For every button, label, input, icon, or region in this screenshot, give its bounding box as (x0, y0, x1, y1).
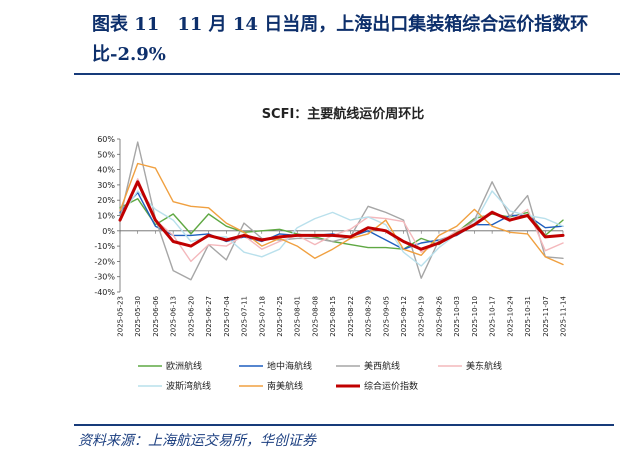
x-tick-label: 2025-07-04 (223, 295, 231, 336)
y-axis: 60% 50% 40% 30% 20% 10% 0% -10% -20% -30% -40% (94, 135, 121, 297)
x-tick-label: 2025-11-14 (560, 295, 568, 336)
legend-label: 综合运价指数 (364, 380, 418, 392)
x-tick-label: 2025-08-15 (329, 296, 337, 337)
chart-title: SCFI：主要航线运价周环比 (262, 106, 425, 122)
x-tick-label: 2025-09-19 (418, 296, 426, 337)
figure-title: 图表 11 11 月 14 日当周，上海出口集装箱综合运价指数环比-2.9% (92, 14, 589, 65)
y-tick-label: 10% (97, 212, 115, 221)
x-tick-label: 2025-08-29 (365, 296, 373, 337)
legend-label: 美西航线 (364, 360, 400, 372)
x-tick-label: 2025-10-24 (506, 295, 514, 336)
y-tick-label: 60% (97, 135, 115, 144)
x-tick-label: 2025-06-27 (205, 296, 213, 337)
y-tick-label: -20% (94, 257, 115, 266)
y-tick-label: -40% (94, 288, 115, 297)
title-rule (74, 73, 614, 75)
y-tick-label: -10% (94, 242, 115, 251)
legend-label: 美东航线 (466, 360, 502, 372)
y-tick-label: 20% (97, 196, 115, 205)
x-tick-label: 2025-09-26 (435, 295, 443, 336)
x-tick-label: 2025-08-01 (294, 296, 302, 337)
y-tick-label: 0% (102, 227, 115, 236)
x-tick-label: 2025-10-10 (471, 296, 479, 337)
source-note: 资料来源：上海航运交易所，华创证券 (78, 433, 316, 449)
x-tick-label: 2025-09-05 (382, 296, 390, 337)
series-line (119, 197, 564, 250)
legend-label: 南美航线 (267, 380, 303, 392)
series-lines (118, 141, 565, 281)
series-line (119, 141, 564, 281)
x-tick-label: 2025-05-30 (134, 296, 142, 337)
series-line (119, 191, 564, 250)
legend-label: 欧洲航线 (166, 360, 202, 372)
x-tick-label: 2025-08-22 (347, 296, 355, 337)
y-tick-label: 40% (97, 166, 115, 175)
y-tick-label: -30% (94, 273, 115, 282)
x-tick-label: 2025-10-31 (524, 296, 532, 337)
x-tick-label: 2025-06-06 (152, 295, 160, 336)
legend-label: 地中海航线 (267, 360, 312, 372)
x-tick-label: 2025-07-18 (258, 296, 266, 337)
x-axis: 2025-05-23 2025-05-30 2025-06-06 2025-06-13… (117, 230, 568, 337)
y-tick-label: 30% (97, 181, 115, 190)
x-tick-label: 2025-06-20 (187, 296, 195, 337)
x-tick-label: 2025-08-08 (311, 296, 319, 337)
series-line (119, 190, 564, 267)
x-tick-label: 2025-07-11 (241, 296, 249, 337)
legend-label: 波斯湾航线 (166, 380, 211, 392)
x-tick-label: 2025-06-13 (170, 296, 178, 337)
x-tick-label: 2025-09-12 (400, 296, 408, 337)
x-tick-label: 2025-11-07 (542, 296, 550, 337)
x-tick-label: 2025-10-03 (453, 296, 461, 337)
x-tick-label: 2025-05-23 (117, 296, 125, 337)
x-tick-label: 2025-07-25 (276, 296, 284, 337)
series-line (119, 162, 564, 266)
y-tick-label: 50% (97, 150, 115, 159)
source-rule (74, 424, 614, 426)
series-line (118, 180, 565, 251)
x-tick-label: 2025-10-17 (489, 296, 497, 337)
adjacent-rule (614, 73, 620, 75)
